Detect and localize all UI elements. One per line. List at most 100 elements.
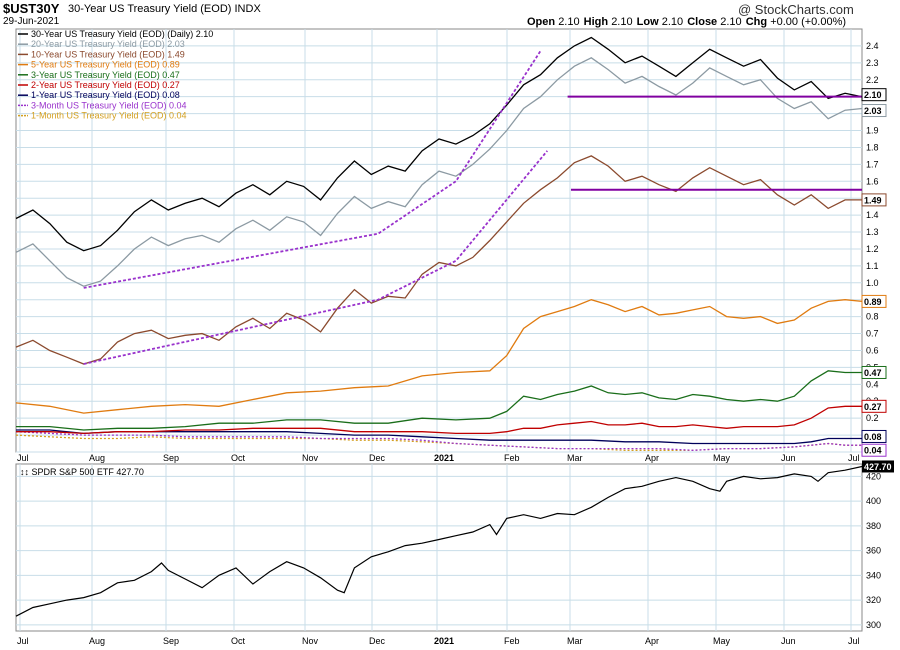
- last-value-tag-y30: [861, 88, 887, 102]
- legend-entry-y2: 2-Year US Treasury Yield (EOD) 0.27: [31, 80, 180, 90]
- yield-tick-label: 0.8: [866, 312, 879, 322]
- spy-tick-label: 360: [866, 546, 881, 556]
- month-label: Jul: [17, 636, 29, 646]
- yield-tick-label: 0.2: [866, 413, 879, 423]
- series-y5-line: [15, 299, 863, 414]
- month-label: Oct: [231, 636, 246, 646]
- month-label: Mar: [567, 453, 583, 463]
- month-label: May: [713, 453, 731, 463]
- series-m3-line: [15, 431, 862, 451]
- spy-tick-label: 420: [866, 471, 881, 481]
- spy-tick-label: 320: [866, 595, 881, 605]
- month-label: Feb: [504, 453, 520, 463]
- month-label: Jul: [848, 453, 860, 463]
- last-value-tag-y2: [861, 399, 887, 413]
- yield-tick-label: 1.1: [866, 261, 879, 271]
- yield-tick-label: 1.8: [866, 142, 879, 152]
- spy-price-line: [15, 465, 863, 617]
- symbol: $UST30Y: [3, 1, 60, 16]
- legend-entry-y10: 10-Year US Treasury Yield (EOD) 1.49: [31, 49, 185, 59]
- yield-tick-label: 0.7: [866, 329, 879, 339]
- spy-tick-label: 340: [866, 570, 881, 580]
- yield-tick-label: 0.4: [866, 379, 879, 389]
- last-value-label-m3: 0.04: [864, 446, 882, 456]
- legend-entry-y5: 5-Year US Treasury Yield (EOD) 0.89: [31, 60, 180, 70]
- month-label: Apr: [645, 636, 659, 646]
- yield-tick-label: 0.6: [866, 345, 879, 355]
- month-label: Dec: [369, 453, 386, 463]
- month-label: Feb: [504, 636, 520, 646]
- spy-last-tag: [862, 460, 894, 473]
- legend-entry-m1: 1-Month US Treasury Yield (EOD) 0.04: [31, 111, 187, 121]
- last-value-tag-y20: [861, 104, 887, 118]
- last-value-label-y5: 0.89: [864, 297, 882, 307]
- month-label: 2021: [434, 636, 454, 646]
- last-value-tag-y1: [861, 429, 887, 443]
- last-value-tag-y3: [861, 365, 887, 379]
- month-label: Dec: [369, 636, 386, 646]
- last-value-label-y2: 0.27: [864, 402, 882, 412]
- last-value-tag-y10: [861, 193, 887, 207]
- trendline-1: [83, 150, 548, 365]
- yield-tick-label: 1.2: [866, 244, 879, 254]
- month-label: Jun: [781, 636, 796, 646]
- series-y3-line: [16, 370, 862, 431]
- spy-tick-label: 380: [866, 521, 881, 531]
- close-label: Close: [687, 16, 718, 28]
- month-label: Jul: [848, 636, 860, 646]
- spy-tick-label: 400: [866, 496, 881, 506]
- month-label: Mar: [567, 636, 583, 646]
- high-value: 2.10: [611, 16, 633, 28]
- last-value-tag-m3: [861, 443, 887, 457]
- month-label: Oct: [231, 453, 246, 463]
- open-label: Open: [527, 16, 556, 28]
- yield-tick-label: 2.2: [866, 75, 879, 85]
- month-label: Nov: [302, 636, 319, 646]
- trendline-0: [83, 50, 542, 289]
- legend-entry-y3: 3-Year US Treasury Yield (EOD) 0.47: [31, 70, 180, 80]
- yield-tick-label: 2.4: [866, 41, 879, 51]
- last-value-label-y30: 2.10: [864, 90, 882, 100]
- spy-panel-frame: [15, 463, 863, 632]
- series-y20-line: [15, 57, 863, 287]
- month-label: Sep: [163, 453, 179, 463]
- brand-logo: @ StockCharts.com: [738, 2, 854, 17]
- month-label: Jun: [781, 453, 796, 463]
- yield-tick-label: 1.3: [866, 227, 879, 237]
- last-value-label-y20: 2.03: [864, 106, 882, 116]
- yield-tick-label: 1.6: [866, 176, 879, 186]
- last-value-tag-y5: [861, 294, 887, 308]
- month-label: May: [713, 636, 731, 646]
- last-value-label-y3: 0.47: [864, 368, 882, 378]
- low-label: Low: [636, 16, 659, 28]
- month-label: Nov: [302, 453, 319, 463]
- legend-entry-m3: 3-Month US Treasury Yield (EOD) 0.04: [31, 100, 187, 110]
- chart-date: 29-Jun-2021: [3, 16, 60, 27]
- month-label: Apr: [645, 453, 659, 463]
- legend-entry-y20: 20-Year US Treasury Yield (EOD) 2.03: [31, 39, 185, 49]
- ohlc-readout: Open 2.10 High 2.10 Low 2.10 Close 2.10 …: [527, 16, 847, 28]
- description: 30-Year US Treasury Yield (EOD): [68, 3, 232, 15]
- yield-tick-label: 1.4: [866, 210, 879, 220]
- low-value: 2.10: [661, 16, 684, 28]
- spy-legend: ↕↕ SPDR S&P 500 ETF 427.70: [20, 467, 144, 477]
- yield-tick-label: 2.3: [866, 58, 879, 68]
- last-value-label-y10: 1.49: [864, 195, 882, 205]
- month-label: Jul: [17, 453, 29, 463]
- month-label: Aug: [89, 636, 105, 646]
- month-label: 2021: [434, 453, 454, 463]
- close-value: 2.10: [720, 16, 742, 28]
- yield-tick-label: 1.7: [866, 159, 879, 169]
- series-y30-line: [15, 36, 863, 252]
- open-value: 2.10: [558, 16, 580, 28]
- month-label: Sep: [163, 636, 179, 646]
- last-value-label-y1: 0.08: [864, 432, 882, 442]
- chg-label: Chg: [745, 16, 768, 28]
- spy-tick-label: 300: [866, 620, 881, 630]
- yield-tick-label: 1.0: [866, 278, 879, 288]
- symbol-description: 30-Year US Treasury Yield (EOD) INDX: [68, 3, 261, 15]
- high-label: High: [583, 16, 609, 28]
- legend-entry-y30: 30-Year US Treasury Yield (EOD) (Daily) …: [31, 29, 213, 39]
- chg-value: +0.00 (+0.00%): [770, 16, 847, 28]
